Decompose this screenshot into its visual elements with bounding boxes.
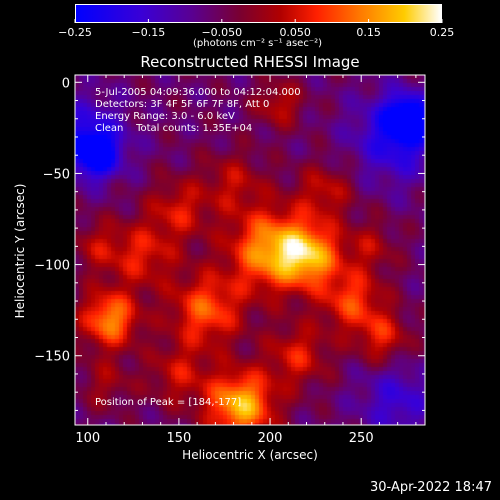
colorbar-axis: −0.25 −0.15 −0.050 0.050 0.15 0.25 bbox=[58, 19, 455, 39]
chart-title: Reconstructed RHESSI Image bbox=[140, 53, 360, 71]
annotation-energy-range: Energy Range: 3.0 - 6.0 keV bbox=[95, 111, 235, 122]
annotation-clean-counts: Clean Total counts: 1.35E+04 bbox=[95, 123, 253, 134]
y-tick-label: −50 bbox=[43, 167, 70, 182]
colorbar-tick-label: 0.25 bbox=[430, 26, 455, 39]
heatmap-image bbox=[75, 75, 425, 425]
colorbar bbox=[75, 4, 442, 23]
timestamp: 30-Apr-2022 18:47 bbox=[370, 480, 492, 495]
y-tick-label: 0 bbox=[62, 76, 70, 91]
x-tick-label: 250 bbox=[349, 431, 374, 446]
y-axis-label: Heliocentric Y (arcsec) bbox=[13, 183, 27, 319]
x-tick-label: 100 bbox=[75, 431, 100, 446]
annotation-time-range: 5-Jul-2005 04:09:36.000 to 04:12:04.000 bbox=[95, 87, 301, 98]
colorbar-label: (photons cm⁻² s⁻¹ asec⁻²) bbox=[192, 38, 323, 49]
colorbar-tick-label: −0.15 bbox=[132, 26, 166, 39]
plot-frame bbox=[74, 74, 426, 426]
colorbar-tick-label: 0.050 bbox=[279, 26, 311, 39]
colorbar-tick-label: 0.15 bbox=[356, 26, 381, 39]
annotation-detectors: Detectors: 3F 4F 5F 6F 7F 8F, Att 0 bbox=[95, 99, 270, 110]
colorbar-tick-label: −0.25 bbox=[58, 26, 92, 39]
y-tick-label: −100 bbox=[34, 259, 70, 274]
x-axis-label: Heliocentric X (arcsec) bbox=[182, 448, 318, 462]
x-tick-label: 200 bbox=[258, 431, 283, 446]
peak-position-label: Position of Peak = [184,-177] bbox=[95, 397, 242, 408]
x-tick-label: 150 bbox=[166, 431, 191, 446]
y-tick-label: −150 bbox=[34, 350, 70, 365]
colorbar-tick-label: −0.050 bbox=[201, 26, 242, 39]
